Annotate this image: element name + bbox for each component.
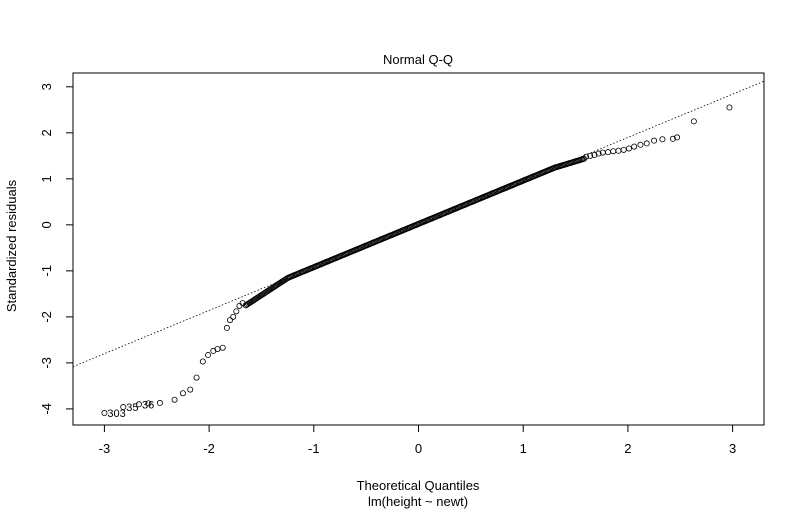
data-point xyxy=(179,390,186,397)
y-tick-label: -3 xyxy=(39,357,54,369)
data-point xyxy=(690,118,697,125)
data-point xyxy=(227,317,234,324)
chart-title: Normal Q-Q xyxy=(383,52,453,67)
data-point xyxy=(595,150,602,157)
data-point xyxy=(651,137,658,144)
data-point xyxy=(583,153,590,160)
x-tick-label: -1 xyxy=(308,441,320,456)
data-point xyxy=(219,344,226,351)
data-point xyxy=(587,152,594,159)
data-point xyxy=(620,146,627,153)
x-axis-label: Theoretical Quantiles xyxy=(357,478,480,493)
data-point xyxy=(193,374,200,381)
data-point xyxy=(643,140,650,147)
x-tick-label: -2 xyxy=(203,441,215,456)
y-axis-label: Standardized residuals xyxy=(4,179,19,312)
data-point xyxy=(120,404,127,411)
data-point xyxy=(674,134,681,141)
x-tick-label: -3 xyxy=(99,441,111,456)
data-point xyxy=(615,147,622,154)
model-formula-label: lm(height ~ newt) xyxy=(368,494,468,509)
x-tick-label: 3 xyxy=(729,441,736,456)
y-tick-label: -4 xyxy=(39,403,54,415)
data-point xyxy=(605,149,612,156)
outlier-label: 35 xyxy=(126,402,138,414)
y-tick-label: 0 xyxy=(39,221,54,228)
x-tick-label: 2 xyxy=(624,441,631,456)
data-point xyxy=(236,302,243,309)
x-tick-label: 0 xyxy=(415,441,422,456)
outlier-label: 303 xyxy=(107,408,125,420)
data-point xyxy=(669,135,676,142)
outlier-label: 36 xyxy=(142,399,154,411)
data-point xyxy=(631,143,638,150)
y-tick-label: 2 xyxy=(39,129,54,136)
data-point xyxy=(230,313,237,320)
data-point xyxy=(726,104,733,111)
data-point xyxy=(187,386,194,393)
data-point xyxy=(637,141,644,148)
data-point xyxy=(223,324,230,331)
data-point xyxy=(625,145,632,152)
data-point xyxy=(171,396,178,403)
plot-frame xyxy=(72,72,765,426)
data-point xyxy=(101,410,108,417)
x-tick-label: 1 xyxy=(520,441,527,456)
qq-reference-line xyxy=(73,80,764,368)
data-point xyxy=(233,308,240,315)
data-point xyxy=(610,148,617,155)
y-tick-label: -2 xyxy=(39,311,54,323)
y-tick-label: -1 xyxy=(39,265,54,277)
data-point xyxy=(145,400,152,407)
data-point xyxy=(135,401,142,408)
y-tick-label: 1 xyxy=(39,175,54,182)
y-tick-label: 3 xyxy=(39,83,54,90)
data-point xyxy=(591,151,598,158)
plot-area: -3 -2 -1 0 1 2 3 -4 -3 -2 -1 0 1 2 3 303 35 36 xyxy=(39,72,765,456)
data-point xyxy=(580,155,587,162)
data-point xyxy=(199,358,206,365)
data-point xyxy=(156,399,163,406)
data-point xyxy=(659,136,666,143)
data-point xyxy=(205,352,212,359)
